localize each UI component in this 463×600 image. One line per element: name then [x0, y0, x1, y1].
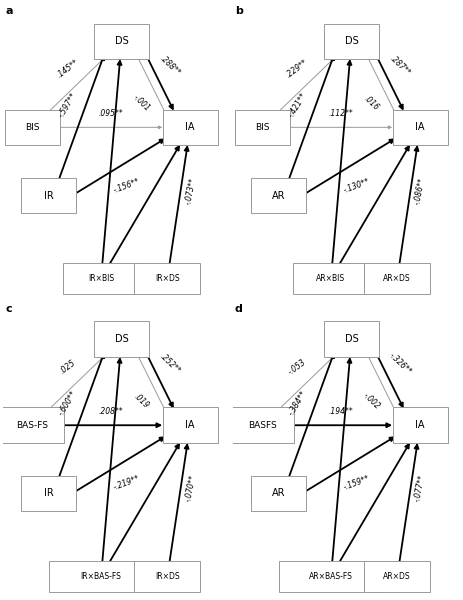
- Text: AR: AR: [271, 191, 285, 200]
- FancyBboxPatch shape: [363, 263, 430, 294]
- Text: -.156**: -.156**: [112, 176, 141, 194]
- Text: .145**: .145**: [55, 58, 80, 80]
- Text: -.384**: -.384**: [286, 389, 308, 417]
- Text: IR: IR: [44, 488, 53, 499]
- Text: -.002: -.002: [360, 391, 381, 411]
- Text: IR×BIS: IR×BIS: [88, 274, 114, 283]
- Text: .287**: .287**: [388, 53, 412, 77]
- FancyBboxPatch shape: [134, 561, 200, 592]
- Text: BASFS: BASFS: [248, 421, 276, 430]
- Text: IA: IA: [185, 420, 194, 430]
- FancyBboxPatch shape: [94, 23, 149, 59]
- FancyBboxPatch shape: [234, 110, 289, 145]
- Text: .252**: .252**: [158, 352, 182, 375]
- FancyBboxPatch shape: [324, 23, 378, 59]
- Text: -.219**: -.219**: [112, 474, 141, 492]
- Text: a: a: [5, 6, 13, 16]
- Text: -.597**: -.597**: [56, 91, 78, 119]
- Text: -.086**: -.086**: [413, 176, 426, 205]
- FancyBboxPatch shape: [230, 407, 294, 443]
- Text: IA: IA: [185, 122, 194, 133]
- FancyBboxPatch shape: [278, 561, 382, 592]
- FancyBboxPatch shape: [163, 110, 217, 145]
- Text: IR×DS: IR×DS: [155, 274, 179, 283]
- Text: -.053: -.053: [286, 357, 307, 376]
- Text: AR×BAS-FS: AR×BAS-FS: [308, 572, 352, 581]
- Text: BIS: BIS: [255, 123, 269, 132]
- Text: IR: IR: [44, 191, 53, 200]
- Text: DS: DS: [344, 334, 357, 344]
- Text: b: b: [234, 6, 242, 16]
- Text: AR×BIS: AR×BIS: [316, 274, 345, 283]
- Text: IA: IA: [414, 420, 424, 430]
- Text: -.326**: -.326**: [387, 350, 413, 376]
- FancyBboxPatch shape: [5, 110, 60, 145]
- FancyBboxPatch shape: [49, 561, 153, 592]
- Text: DS: DS: [114, 334, 128, 344]
- Text: -.421**: -.421**: [286, 91, 308, 119]
- Text: IR×BAS-FS: IR×BAS-FS: [81, 572, 121, 581]
- Text: BIS: BIS: [25, 123, 40, 132]
- Text: -.130**: -.130**: [341, 176, 370, 194]
- Text: .112**: .112**: [328, 109, 353, 118]
- Text: .095**: .095**: [99, 109, 124, 118]
- Text: AR: AR: [271, 488, 285, 499]
- Text: AR×DS: AR×DS: [382, 572, 410, 581]
- Text: -.600**: -.600**: [56, 389, 78, 417]
- FancyBboxPatch shape: [250, 476, 305, 511]
- FancyBboxPatch shape: [324, 322, 378, 357]
- Text: -.070**: -.070**: [183, 474, 197, 503]
- Text: DS: DS: [344, 37, 357, 46]
- Text: .025: .025: [58, 358, 77, 376]
- FancyBboxPatch shape: [0, 407, 64, 443]
- Text: DS: DS: [114, 37, 128, 46]
- Text: .019: .019: [131, 392, 150, 410]
- Text: IR×DS: IR×DS: [155, 572, 179, 581]
- Text: -.001: -.001: [131, 93, 151, 113]
- FancyBboxPatch shape: [250, 178, 305, 214]
- Text: .229**: .229**: [284, 58, 309, 80]
- FancyBboxPatch shape: [134, 263, 200, 294]
- Text: .194**: .194**: [328, 407, 353, 416]
- FancyBboxPatch shape: [392, 110, 446, 145]
- FancyBboxPatch shape: [63, 263, 139, 294]
- Text: -.073**: -.073**: [183, 176, 197, 205]
- Text: .288**: .288**: [158, 53, 182, 77]
- Text: c: c: [5, 304, 12, 314]
- Text: .016: .016: [361, 94, 380, 112]
- Text: .208**: .208**: [99, 407, 124, 416]
- FancyBboxPatch shape: [392, 407, 446, 443]
- FancyBboxPatch shape: [21, 476, 76, 511]
- Text: BAS-FS: BAS-FS: [17, 421, 48, 430]
- Text: IA: IA: [414, 122, 424, 133]
- FancyBboxPatch shape: [293, 263, 368, 294]
- Text: AR×DS: AR×DS: [382, 274, 410, 283]
- FancyBboxPatch shape: [21, 178, 76, 214]
- FancyBboxPatch shape: [163, 407, 217, 443]
- FancyBboxPatch shape: [94, 322, 149, 357]
- Text: d: d: [234, 304, 242, 314]
- Text: -.077**: -.077**: [413, 474, 426, 503]
- Text: -.159**: -.159**: [341, 474, 370, 492]
- FancyBboxPatch shape: [363, 561, 430, 592]
